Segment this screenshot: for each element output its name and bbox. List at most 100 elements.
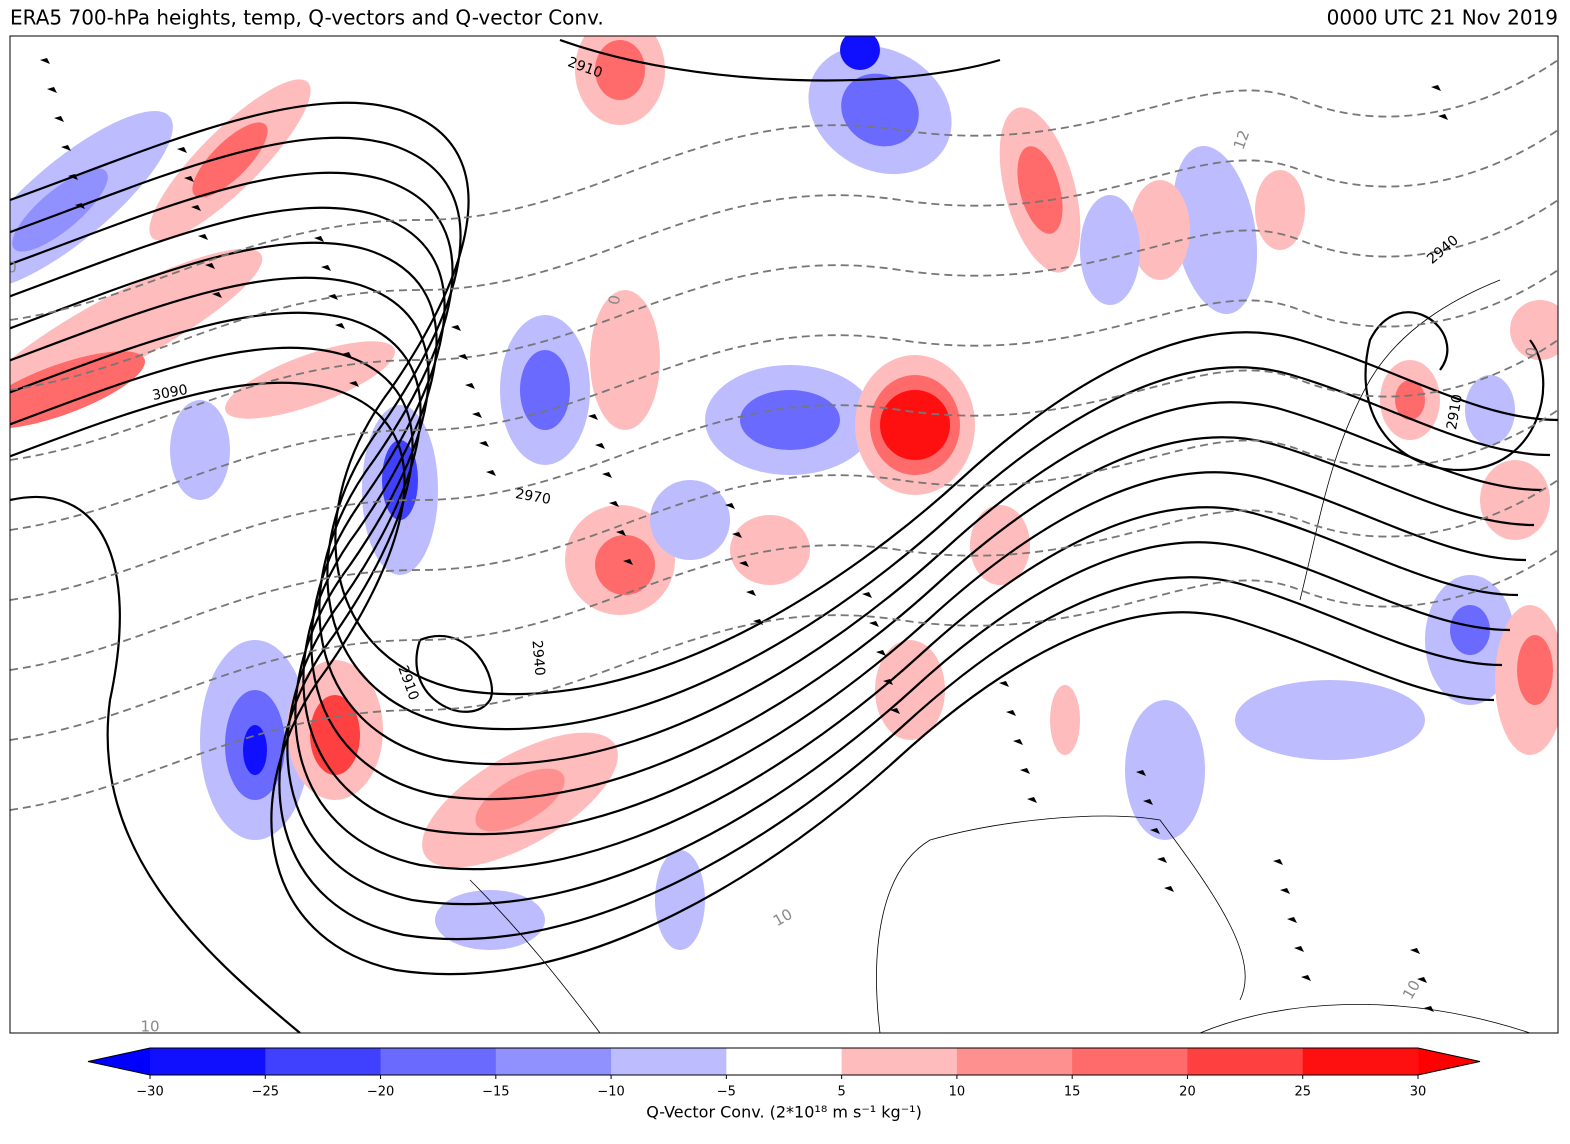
colorbar-segment [611, 1048, 727, 1075]
height-contour [10, 276, 1519, 871]
shading [655, 850, 705, 950]
q-vector [198, 234, 208, 240]
height-contour [10, 311, 1511, 906]
coastline [1299, 279, 1501, 601]
q-vector [862, 592, 872, 598]
q-vector [1136, 770, 1146, 776]
height-label: 3090 [151, 382, 189, 404]
q-vector [1294, 946, 1304, 952]
q-vector [1273, 859, 1283, 865]
shading [840, 36, 880, 70]
q-vector [349, 381, 359, 387]
q-vector [1157, 857, 1167, 863]
temperature-label: 10 [140, 1018, 159, 1036]
shading [1517, 635, 1553, 705]
colorbar-label: Q-Vector Conv. (2*10¹⁸ m s⁻¹ kg⁻¹) [646, 1103, 922, 1122]
map-frame [9, 35, 1559, 1034]
shading [1255, 170, 1305, 250]
shading [740, 390, 840, 450]
q-vector [451, 325, 461, 331]
shading [841, 73, 919, 147]
q-vector [1431, 85, 1441, 91]
height-contour [10, 171, 1543, 766]
colorbar-tick-label: −10 [597, 1085, 624, 1100]
temperature-contour [10, 129, 1558, 391]
shading [1480, 460, 1550, 540]
colorbar-segment [1072, 1048, 1188, 1075]
q-vector [602, 472, 612, 478]
shading [1125, 700, 1205, 840]
coastline [876, 815, 1246, 1033]
shading [595, 535, 655, 595]
q-vector [732, 532, 742, 538]
height-label: 2940 [1424, 232, 1462, 267]
colorbar-segment [956, 1048, 1073, 1075]
time: 0000 UTC 21 Nov 2019 [1327, 6, 1558, 30]
q-vector [47, 87, 57, 93]
q-vector [1438, 114, 1448, 120]
q-vector [75, 203, 85, 209]
colorbar-tick-label: −20 [367, 1085, 394, 1100]
shading [520, 350, 570, 430]
q-vector [335, 323, 345, 329]
q-vector [1027, 797, 1037, 803]
colorbar-tick-label: 10 [949, 1085, 966, 1100]
shading [1450, 605, 1490, 655]
q-vector [184, 176, 194, 182]
temperature-contour [10, 549, 1558, 811]
shading [170, 400, 230, 500]
colorbar-tick-label: −25 [252, 1085, 279, 1100]
temperature-contour [10, 199, 1558, 461]
q-vector [595, 443, 605, 449]
q-vector [623, 559, 633, 565]
height-contour [1364, 311, 1545, 472]
temperature-label: 0 [1522, 346, 1541, 359]
colorbar-segment [150, 1048, 266, 1075]
q-vector [876, 650, 886, 656]
shading [1510, 300, 1558, 360]
q-vector [486, 470, 496, 476]
height-contour [10, 136, 1551, 731]
shading [650, 480, 730, 560]
q-vector [1410, 948, 1420, 954]
q-vector [321, 265, 331, 271]
q-vector [191, 205, 201, 211]
shading [10, 351, 146, 429]
q-vector [1424, 1006, 1434, 1012]
colorbar-tick-label: 15 [1064, 1085, 1081, 1100]
colorbar-segment [726, 1048, 843, 1075]
q-vector [68, 174, 78, 180]
shading [1050, 685, 1080, 755]
height-contour [10, 206, 1535, 801]
colorbar-tick-label: −30 [136, 1085, 163, 1100]
colorbar-tick-label: 30 [1410, 1085, 1427, 1100]
q-vector [314, 236, 324, 242]
shading [1080, 195, 1140, 305]
q-vector [458, 354, 468, 360]
coastline [1199, 1003, 1531, 1033]
q-vector [479, 441, 489, 447]
temperature-contour [10, 409, 1558, 671]
q-vector [1143, 799, 1153, 805]
height-contour [415, 635, 493, 713]
q-vector [869, 621, 879, 627]
temperature-label: 10 [1399, 977, 1424, 1003]
title: ERA5 700-hPa heights, temp, Q-vectors an… [10, 6, 604, 30]
colorbar-extend-high [1418, 1048, 1480, 1075]
shading [12, 168, 108, 252]
colorbar-segment [1187, 1048, 1304, 1075]
q-vector [1013, 739, 1023, 745]
q-vector [1417, 977, 1427, 983]
q-vector [40, 58, 50, 64]
colorbar-tick-label: 25 [1294, 1085, 1311, 1100]
temperature-label: 10 [770, 905, 796, 930]
temperature-label: 0 [7, 259, 17, 277]
shading [1130, 180, 1190, 280]
colorbar-tick-label: 5 [837, 1085, 845, 1100]
q-vector [890, 708, 900, 714]
shading [475, 768, 565, 832]
temperature-contour [10, 339, 1558, 601]
colorbar-segment [1302, 1048, 1419, 1075]
colorbar: −30 −25 −20 −15 −10 −5 5 10 15 20 25 30 Q-Vector Con… [87, 1047, 1481, 1122]
